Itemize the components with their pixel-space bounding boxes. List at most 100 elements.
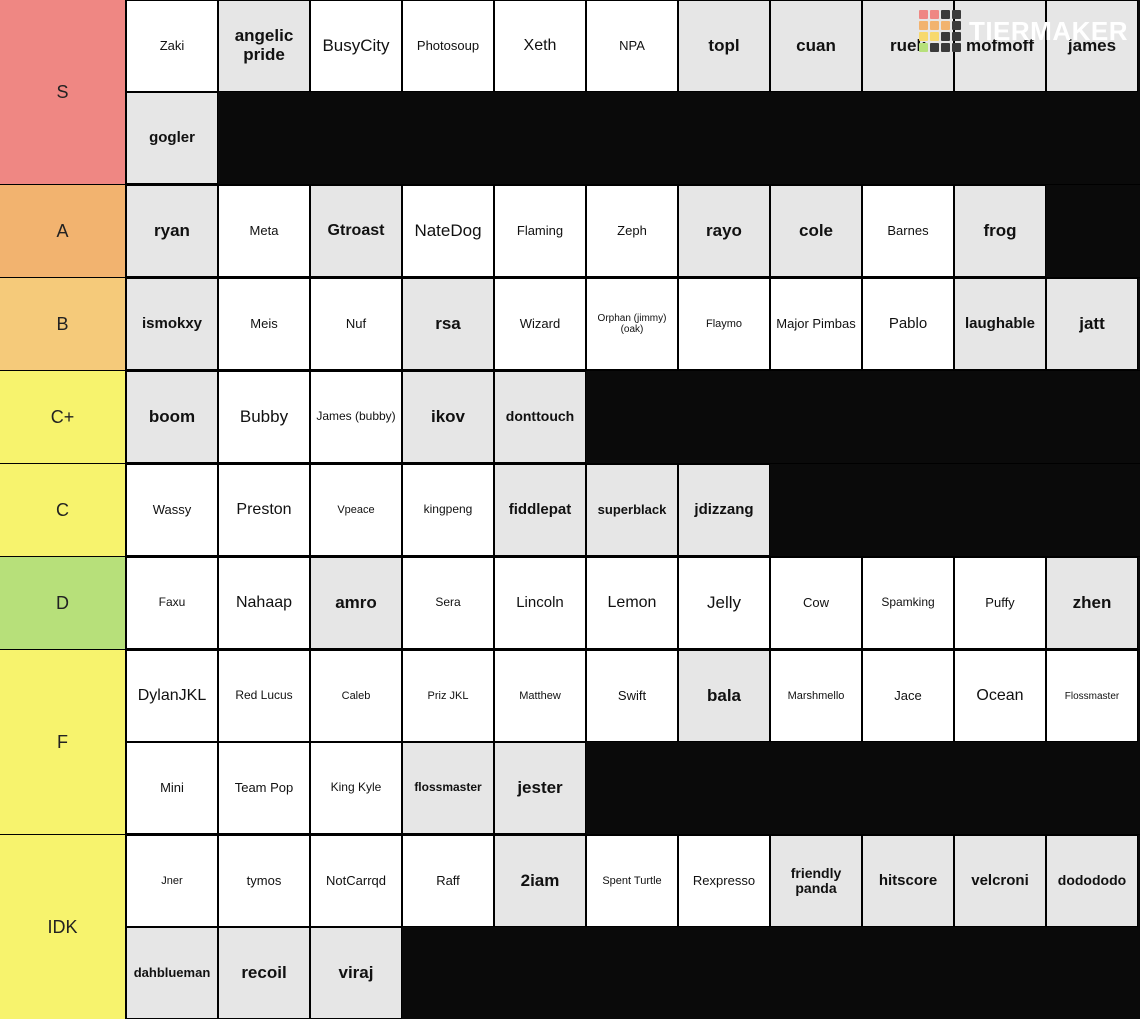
tier-items[interactable]: ismokxyMeis Nuf rsaWizardOrphan (jimmy) (o… <box>126 278 1140 370</box>
tier-item[interactable]: flossmaster <box>402 742 494 834</box>
tier-item[interactable]: Lemon <box>586 557 678 649</box>
tier-item[interactable]: NateDog <box>402 185 494 277</box>
tier-item[interactable]: Orphan (jimmy) (oak) <box>586 278 678 370</box>
tier-item[interactable]: King Kyle <box>310 742 402 834</box>
tier-item[interactable]: boom <box>126 371 218 463</box>
tier-item[interactable]: Raff <box>402 835 494 927</box>
tier-item[interactable]: Zaki <box>126 0 218 92</box>
tier-item[interactable]: Meta <box>218 185 310 277</box>
tier-item[interactable]: kingpeng <box>402 464 494 556</box>
tier-item[interactable]: Wassy <box>126 464 218 556</box>
tier-item[interactable]: Pablo <box>862 278 954 370</box>
tier-item[interactable]: Flaymo <box>678 278 770 370</box>
tier-item[interactable]: Spent Turtle <box>586 835 678 927</box>
tier-item[interactable]: rayo <box>678 185 770 277</box>
tier-item[interactable]: friendly panda <box>770 835 862 927</box>
tier-item[interactable]: gogler <box>126 92 218 184</box>
tier-item[interactable]: Wizard <box>494 278 586 370</box>
tier-item[interactable]: Xeth <box>494 0 586 92</box>
tier-items[interactable]: WassyPrestonVpeacekingpengfiddlepatsuper… <box>126 464 1140 556</box>
tier-item[interactable]: velcroni <box>954 835 1046 927</box>
tier-item[interactable]: Flossmaster <box>1046 650 1138 742</box>
tier-items[interactable]: JnertymosNotCarrqdRaff2iamSpent TurtleRe… <box>126 835 1140 1019</box>
tier-label[interactable]: S <box>0 0 126 184</box>
tier-item[interactable]: zhen <box>1046 557 1138 649</box>
tier-item[interactable]: cuan <box>770 0 862 92</box>
tier-item[interactable]: Marshmello <box>770 650 862 742</box>
tier-item[interactable]: tymos <box>218 835 310 927</box>
tier-item[interactable]: Red Lucus <box>218 650 310 742</box>
tier-item[interactable]: hitscore <box>862 835 954 927</box>
tier-items[interactable]: boomBubbyJames (bubby)ikovdonttouch <box>126 371 1140 463</box>
tier-item[interactable]: Bubby <box>218 371 310 463</box>
tier-item[interactable]: Vpeace <box>310 464 402 556</box>
tier-item[interactable]: Major Pimbas <box>770 278 862 370</box>
tier-label[interactable]: F <box>0 650 126 834</box>
tier-item[interactable]: Zeph <box>586 185 678 277</box>
tier-item[interactable]: Puffy <box>954 557 1046 649</box>
tier-item[interactable]: Sera <box>402 557 494 649</box>
tier-item[interactable]: ismokxy <box>126 278 218 370</box>
tier-item[interactable]: dodododo <box>1046 835 1138 927</box>
tier-items[interactable]: FaxuNahaapamroSeraLincolnLemonJellyCowSp… <box>126 557 1140 649</box>
tier-item[interactable]: Matthew <box>494 650 586 742</box>
tier-item-label: Nuf <box>346 317 366 331</box>
tier-item[interactable]: NPA <box>586 0 678 92</box>
tier-item[interactable]: laughable <box>954 278 1046 370</box>
tier-item[interactable]: Gtroast <box>310 185 402 277</box>
tier-label[interactable]: C+ <box>0 371 126 463</box>
tier-item[interactable]: Preston <box>218 464 310 556</box>
tier-item[interactable]: Jace <box>862 650 954 742</box>
tier-item[interactable]: viraj <box>310 927 402 1019</box>
tier-item[interactable]: cole <box>770 185 862 277</box>
tier-item[interactable]: jatt <box>1046 278 1138 370</box>
tier-item[interactable]: James (bubby) <box>310 371 402 463</box>
tier-item[interactable]: superblack <box>586 464 678 556</box>
tier-items[interactable]: ryanMetaGtroastNateDogFlamingZephrayocol… <box>126 185 1140 277</box>
tier-item[interactable]: Barnes <box>862 185 954 277</box>
tier-item[interactable]: Nahaap <box>218 557 310 649</box>
tier-item[interactable]: Photosoup <box>402 0 494 92</box>
tier-item[interactable]: dahblueman <box>126 927 218 1019</box>
tier-item[interactable]: NotCarrqd <box>310 835 402 927</box>
tier-item[interactable]: Caleb <box>310 650 402 742</box>
tier-item[interactable]: Ocean <box>954 650 1046 742</box>
tier-label[interactable]: C <box>0 464 126 556</box>
tier-label[interactable]: D <box>0 557 126 649</box>
tier-item[interactable]: frog <box>954 185 1046 277</box>
tier-item[interactable]: jester <box>494 742 586 834</box>
tier-item[interactable]: ikov <box>402 371 494 463</box>
tier-item[interactable]: topl <box>678 0 770 92</box>
tier-item[interactable]: Flaming <box>494 185 586 277</box>
tier-item[interactable]: BusyCity <box>310 0 402 92</box>
tier-item[interactable]: angelic pride <box>218 0 310 92</box>
tier-item[interactable]: Cow <box>770 557 862 649</box>
tier-item[interactable]: Priz JKL <box>402 650 494 742</box>
tier-item[interactable]: rsa <box>402 278 494 370</box>
tier-item[interactable]: fiddlepat <box>494 464 586 556</box>
tier-label[interactable]: A <box>0 185 126 277</box>
tier-item[interactable]: Jner <box>126 835 218 927</box>
tier-item[interactable]: Team Pop <box>218 742 310 834</box>
tier-label[interactable]: B <box>0 278 126 370</box>
tier-item-label: Marshmello <box>788 690 845 702</box>
tier-item[interactable]: jdizzang <box>678 464 770 556</box>
tier-item[interactable]: Rexpresso <box>678 835 770 927</box>
tier-item[interactable]: DylanJKL <box>126 650 218 742</box>
tier-item[interactable]: bala <box>678 650 770 742</box>
tier-label[interactable]: IDK <box>0 835 126 1019</box>
tier-item[interactable]: recoil <box>218 927 310 1019</box>
tier-item[interactable]: Nuf <box>310 278 402 370</box>
tier-item[interactable]: Jelly <box>678 557 770 649</box>
tier-items[interactable]: DylanJKLRed LucusCalebPriz JKLMatthewSwi… <box>126 650 1140 834</box>
tier-item[interactable]: donttouch <box>494 371 586 463</box>
tier-item[interactable]: Lincoln <box>494 557 586 649</box>
tier-item[interactable]: 2iam <box>494 835 586 927</box>
tier-item[interactable]: Spamking <box>862 557 954 649</box>
tier-item[interactable]: Mini <box>126 742 218 834</box>
tier-item[interactable]: ryan <box>126 185 218 277</box>
tier-item[interactable]: amro <box>310 557 402 649</box>
tier-item[interactable]: Meis <box>218 278 310 370</box>
tier-item[interactable]: Swift <box>586 650 678 742</box>
tier-item[interactable]: Faxu <box>126 557 218 649</box>
